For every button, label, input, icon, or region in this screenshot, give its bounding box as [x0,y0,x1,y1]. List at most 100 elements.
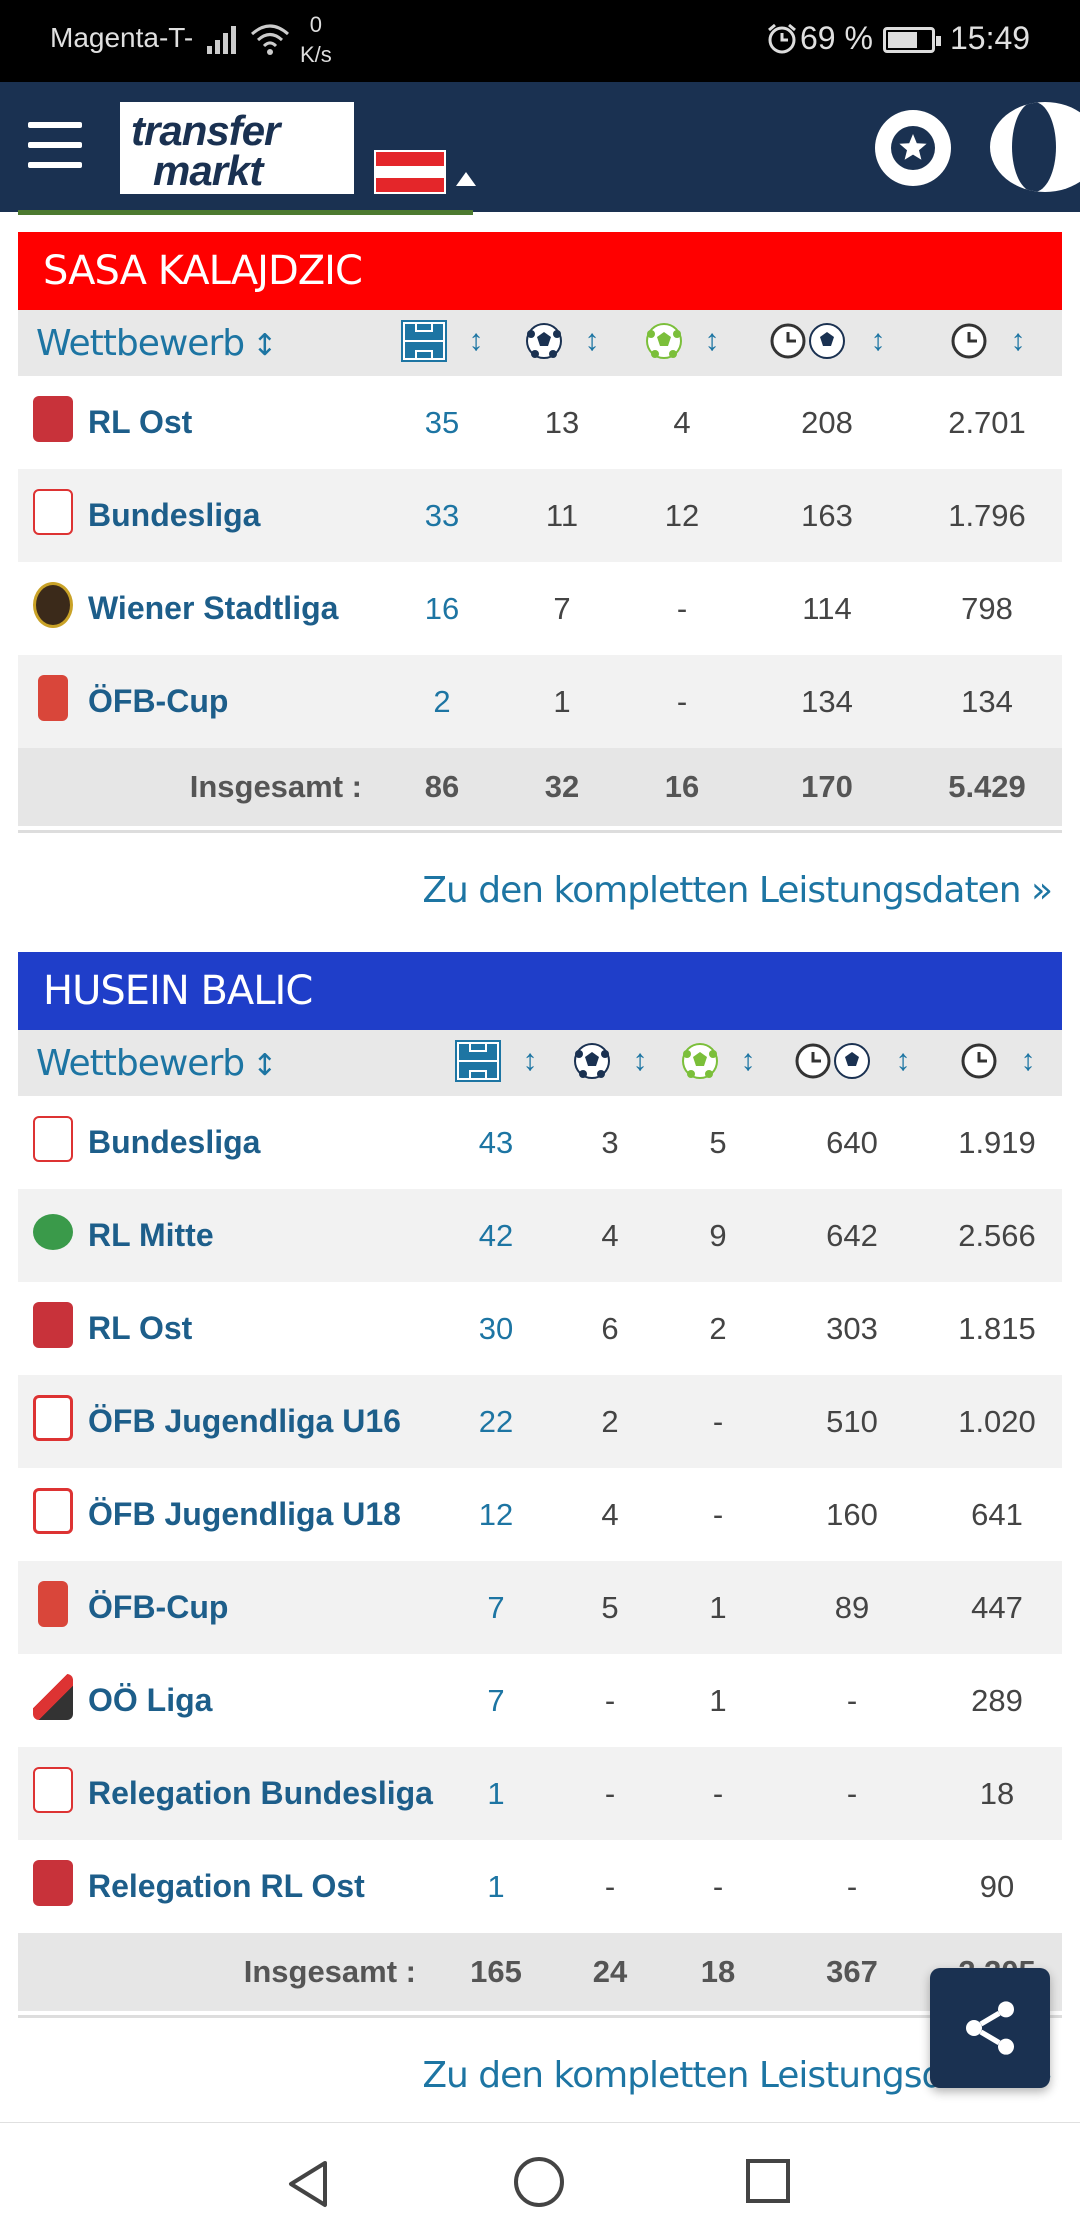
minutes-value: 798 [961,590,1013,626]
appearances-link[interactable]: 2 [433,683,451,719]
table-row: Relegation Bundesliga 1 - - - 18 [18,1747,1062,1840]
competition-link[interactable]: ÖFB Jugendliga U16 [88,1403,401,1439]
competition-link[interactable]: OÖ Liga [88,1682,213,1718]
full-stats-link[interactable]: Zu den kompletten Leistungsdaten » [422,870,1053,911]
appearances-link[interactable]: 22 [478,1403,514,1439]
home-icon[interactable] [514,2157,564,2207]
competition-link[interactable]: Relegation Bundesliga [88,1775,433,1811]
goals-value: - [604,1775,616,1811]
austria-flag-icon[interactable] [374,150,446,194]
performance-table: Wettbewerb ↕ ↕ ↕ ↕ [18,310,1062,826]
min-per-goal-value: 160 [826,1496,878,1532]
table-row: ÖFB Jugendliga U18 12 4 - 160 641 [18,1468,1062,1561]
appearances-link[interactable]: 42 [478,1217,514,1253]
oefb-cup-logo-icon [38,1580,68,1627]
competition-link[interactable]: RL Mitte [88,1217,214,1253]
col-assists[interactable]: ↕ [664,1030,772,1096]
col-competition[interactable]: Wettbewerb ↕ [18,1030,436,1096]
wiener-stadtliga-logo-icon [33,581,73,628]
col-minutes-per-goal[interactable]: ↕ [772,1030,932,1096]
carrier-name: Magenta-T- [50,22,194,53]
col-goals[interactable]: ↕ [556,1030,664,1096]
player-name-header[interactable]: SASA KALAJDZIC [18,232,1062,310]
appearances-link[interactable]: 1 [487,1868,505,1904]
minutes-value: 2.566 [958,1217,1036,1253]
back-icon[interactable] [285,2159,333,2214]
competition-link[interactable]: Bundesliga [88,1124,261,1160]
minutes-value: 447 [971,1589,1023,1625]
assists-value: - [712,1403,724,1439]
competition-link[interactable]: RL Ost [88,1310,193,1346]
favorites-star-button[interactable] [875,110,951,186]
bundesliga-logo-icon [33,1115,73,1162]
min-per-goal-value: - [846,1775,858,1811]
col-appearances[interactable]: ↕ [436,1030,556,1096]
sort-icon: ↕ [252,327,277,363]
player-name-header[interactable]: HUSEIN BALIC [18,952,1062,1030]
share-button[interactable] [930,1968,1050,2088]
competition-link[interactable]: ÖFB-Cup [88,1589,229,1625]
total-appearances: 165 [470,1954,522,1989]
user-avatar[interactable] [990,102,1080,192]
assists-value: 1 [709,1589,727,1625]
menu-icon[interactable] [28,122,82,168]
col-competition[interactable]: Wettbewerb ↕ [18,310,382,376]
col-appearances[interactable]: ↕ [382,310,502,376]
speed-unit: K/s [300,42,332,67]
appearances-link[interactable]: 30 [478,1310,514,1346]
appearances-link[interactable]: 7 [487,1589,505,1625]
share-icon [966,2001,1014,2055]
col-minutes[interactable]: ↕ [912,310,1062,376]
recent-apps-icon[interactable] [746,2159,790,2203]
system-nav-bar [0,2122,1080,2240]
star-icon [891,126,935,170]
alarm-icon [765,22,799,61]
table-row: RL Ost 30 6 2 303 1.815 [18,1282,1062,1375]
assists-value: - [712,1775,724,1811]
col-assists[interactable]: ↕ [622,310,742,376]
goals-value: 7 [553,590,571,626]
total-min-per-goal: 170 [801,769,853,804]
pitch-icon [454,1039,501,1082]
appearances-link[interactable]: 7 [487,1682,505,1718]
competition-link[interactable]: Bundesliga [88,497,261,533]
caret-up-icon[interactable] [456,172,476,186]
competition-link[interactable]: ÖFB-Cup [88,683,229,719]
assists-value: - [712,1496,724,1532]
minutes-value: 1.796 [948,497,1026,533]
goals-value: 6 [601,1310,619,1346]
goals-value: 11 [545,497,579,533]
min-per-goal-value: - [846,1682,858,1718]
appearances-link[interactable]: 33 [424,497,460,533]
appearances-link[interactable]: 12 [478,1496,514,1532]
total-row: Insgesamt : 165 24 18 367 2.205 [18,1933,1062,2011]
transfermarkt-logo[interactable]: transfer markt [120,102,354,194]
ooe-liga-logo-icon [33,1673,73,1720]
col-goals[interactable]: ↕ [502,310,622,376]
appearances-link[interactable]: 35 [424,404,460,440]
sort-icon: ↕ [1020,1043,1036,1077]
pitch-icon [400,319,447,362]
competition-link[interactable]: ÖFB Jugendliga U18 [88,1496,401,1532]
goals-value: 4 [601,1217,619,1253]
assists-value: 1 [709,1682,727,1718]
top-nav-bar: transfer markt [0,82,1080,212]
competition-link[interactable]: RL Ost [88,404,193,440]
clock-icon [961,1043,996,1078]
total-label: Insgesamt : [243,1954,416,1989]
appearances-link[interactable]: 1 [487,1775,505,1811]
bundesliga-logo-icon [33,1766,73,1813]
assists-value: - [712,1868,724,1904]
total-minutes: 5.429 [948,769,1026,804]
table-header-row: Wettbewerb ↕ ↕ ↕ ↕ [18,1030,1062,1096]
appearances-link[interactable]: 16 [424,590,460,626]
minutes-value: 1.815 [958,1310,1036,1346]
rl-mitte-logo-icon [33,1213,73,1250]
min-per-goal-value: 642 [826,1217,878,1253]
sort-icon: ↕ [522,1043,538,1077]
competition-link[interactable]: Relegation RL Ost [88,1868,365,1904]
col-minutes[interactable]: ↕ [932,1030,1062,1096]
competition-link[interactable]: Wiener Stadtliga [88,590,339,626]
appearances-link[interactable]: 43 [478,1124,514,1160]
col-minutes-per-goal[interactable]: ↕ [742,310,912,376]
